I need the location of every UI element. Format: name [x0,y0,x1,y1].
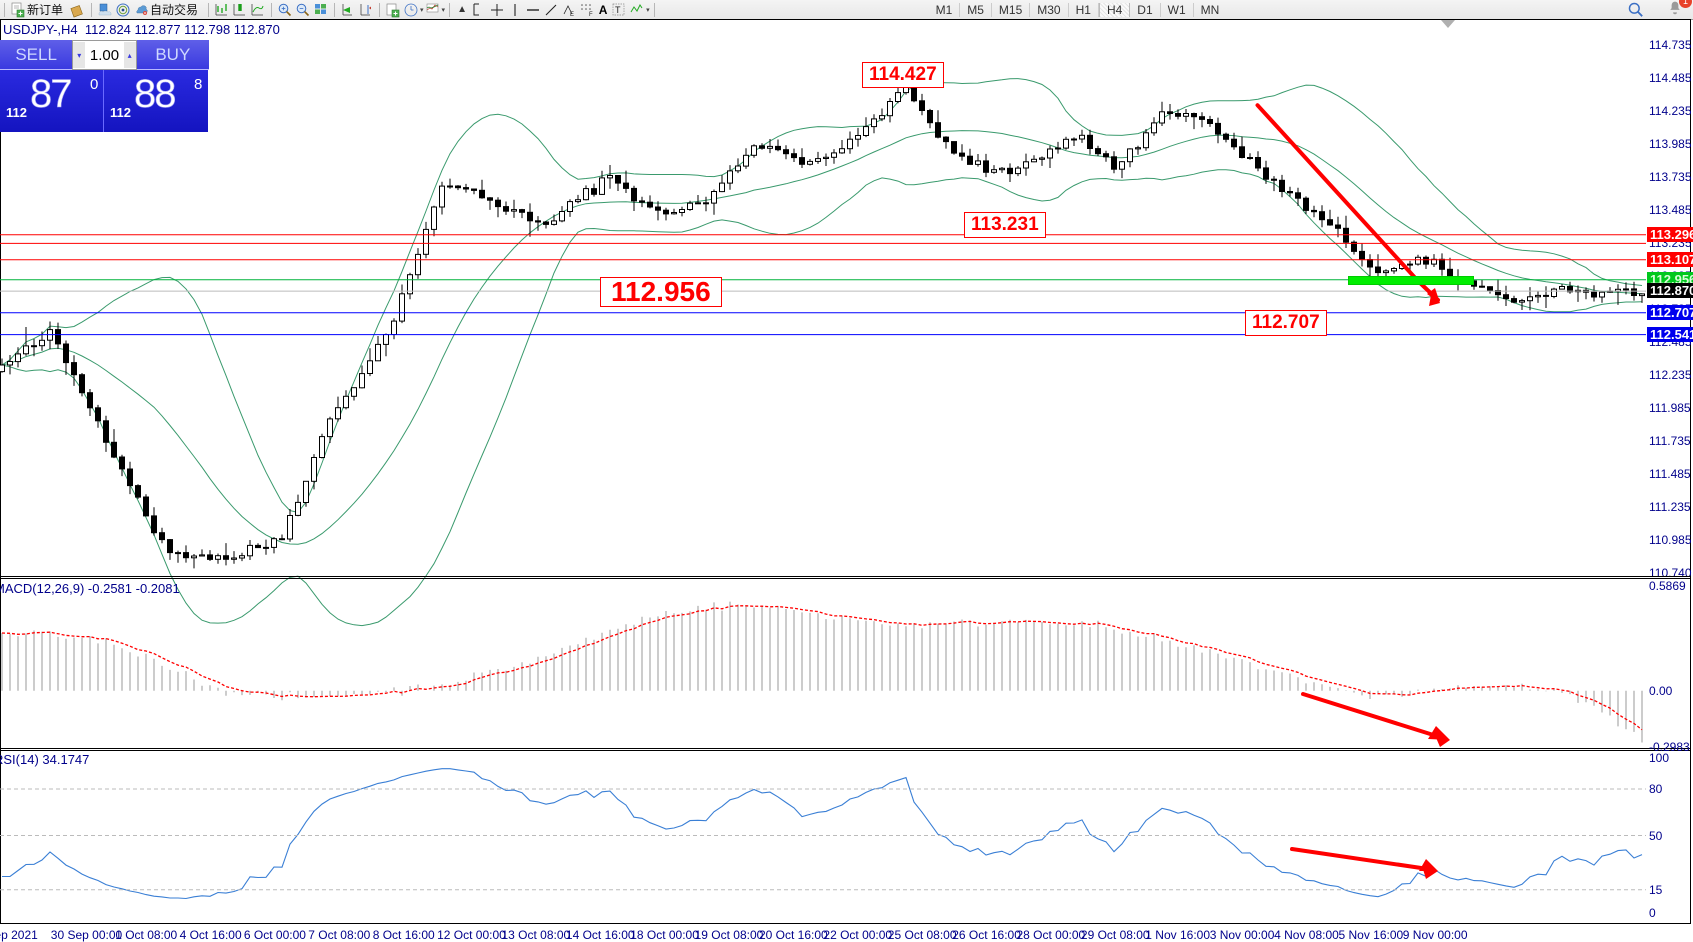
svg-text:T: T [615,5,621,15]
svg-text:F: F [589,12,593,18]
svg-text:E: E [570,12,574,18]
